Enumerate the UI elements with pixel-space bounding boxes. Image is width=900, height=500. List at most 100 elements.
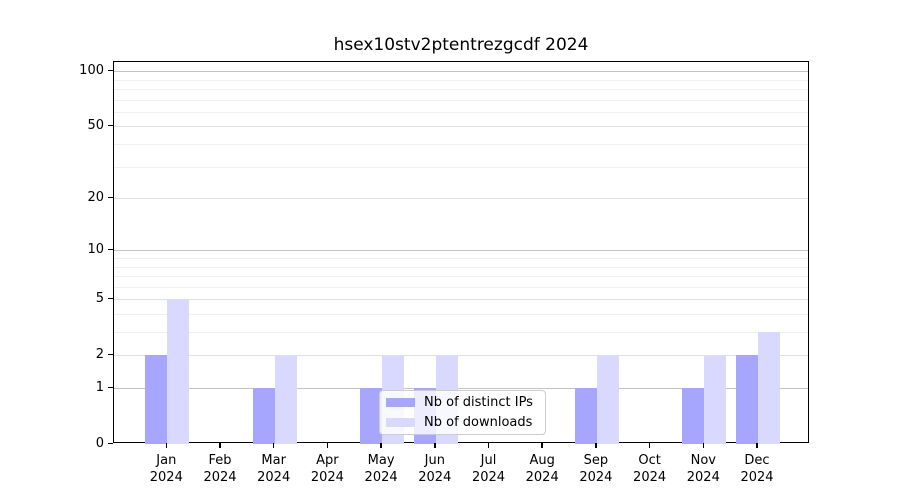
x-tick-label-aug: Aug 2024 xyxy=(512,452,572,486)
y-tick-mark xyxy=(108,442,113,444)
x-tick-year: 2024 xyxy=(149,470,183,485)
bar-distinct-ips-sep xyxy=(574,388,597,444)
sub-gridline xyxy=(114,299,808,301)
x-tick-mark xyxy=(541,443,543,448)
bar-distinct-ips-dec xyxy=(736,355,758,444)
x-tick-mark xyxy=(756,443,758,448)
minor-gridline xyxy=(114,111,808,113)
x-tick-month: Jun xyxy=(424,453,445,468)
y-tick-mark xyxy=(108,124,113,127)
y-tick-mark xyxy=(108,297,113,300)
y-tick-mark xyxy=(108,353,113,356)
bar-downloads-mar xyxy=(274,355,297,444)
y-tick-mark xyxy=(108,69,113,72)
minor-gridline xyxy=(114,313,808,315)
x-tick-month: Dec xyxy=(744,453,770,468)
x-tick-label-oct: Oct 2024 xyxy=(620,452,680,486)
bar-distinct-ips-nov xyxy=(682,388,705,444)
x-tick-mark xyxy=(434,443,436,448)
x-tick-label-dec: Dec 2024 xyxy=(727,452,787,486)
bar-distinct-ips-may xyxy=(360,388,383,444)
y-tick-label: 2 xyxy=(95,346,104,362)
bar-downloads-sep xyxy=(596,355,619,444)
x-tick-label-nov: Nov 2024 xyxy=(673,452,733,486)
x-tick-year: 2024 xyxy=(310,470,344,485)
x-tick-mark xyxy=(219,443,221,448)
x-tick-year: 2024 xyxy=(633,470,667,485)
legend: Nb of distinct IPs Nb of downloads xyxy=(379,390,546,435)
major-gridline xyxy=(114,388,808,389)
x-tick-year: 2024 xyxy=(686,470,720,485)
x-tick-mark xyxy=(165,443,168,448)
major-gridline xyxy=(114,71,808,73)
legend-label-distinct-ips: Nb of distinct IPs xyxy=(424,395,533,411)
x-tick-label-apr: Apr 2024 xyxy=(297,452,357,486)
legend-item-downloads: Nb of downloads xyxy=(386,415,539,431)
y-tick-label: 5 xyxy=(95,290,104,306)
legend-label-downloads: Nb of downloads xyxy=(424,414,533,430)
y-tick-label: 20 xyxy=(87,189,104,205)
x-tick-year: 2024 xyxy=(525,470,559,485)
sub-gridline xyxy=(114,355,808,357)
minor-gridline xyxy=(114,266,808,268)
x-tick-month: Mar xyxy=(261,453,286,468)
minor-gridline xyxy=(114,332,808,334)
x-tick-mark xyxy=(326,443,329,448)
x-tick-label-jun: Jun 2024 xyxy=(405,452,465,486)
x-tick-year: 2024 xyxy=(203,470,237,485)
x-tick-label-jan: Jan 2024 xyxy=(136,452,196,486)
x-tick-month: May xyxy=(367,453,395,468)
x-tick-month: Apr xyxy=(316,453,339,468)
bar-downloads-dec xyxy=(758,332,780,444)
bar-downloads-jan xyxy=(167,299,190,444)
chart-title: hsex10stv2ptentrezgcdf 2024 xyxy=(333,35,589,55)
x-tick-month: Nov xyxy=(690,453,716,468)
x-tick-month: Sep xyxy=(583,453,609,468)
y-tick-mark xyxy=(108,196,113,199)
minor-gridline xyxy=(114,144,808,146)
minor-gridline xyxy=(114,89,808,91)
x-tick-mark xyxy=(380,443,382,448)
major-gridline xyxy=(114,250,808,252)
bar-distinct-ips-mar xyxy=(252,388,275,444)
x-tick-mark xyxy=(487,443,490,448)
x-tick-month: Feb xyxy=(208,453,232,468)
y-tick-label: 0 xyxy=(95,435,104,451)
y-tick-label: 10 xyxy=(87,241,104,257)
minor-gridline xyxy=(114,276,808,278)
y-tick-label: 100 xyxy=(79,62,104,78)
x-tick-year: 2024 xyxy=(418,470,452,485)
x-tick-year: 2024 xyxy=(364,470,398,485)
bar-downloads-nov xyxy=(704,355,727,444)
y-tick-mark xyxy=(108,386,113,388)
distinct-ips-swatch-icon xyxy=(386,398,415,408)
x-tick-year: 2024 xyxy=(579,470,613,485)
x-tick-label-jul: Jul 2024 xyxy=(459,452,519,486)
x-tick-month: Aug xyxy=(529,453,555,468)
minor-gridline xyxy=(114,258,808,259)
y-tick-label: 1 xyxy=(95,379,104,395)
minor-gridline xyxy=(114,79,808,81)
x-tick-label-may: May 2024 xyxy=(351,452,411,486)
plot-area xyxy=(113,61,809,444)
x-tick-mark xyxy=(648,443,651,448)
bar-distinct-ips-jan xyxy=(145,355,168,444)
x-tick-mark xyxy=(595,443,597,448)
y-tick-label: 50 xyxy=(87,117,104,133)
sub-gridline xyxy=(114,126,808,128)
minor-gridline xyxy=(114,99,808,101)
x-tick-mark xyxy=(272,443,275,448)
x-tick-month: Jan xyxy=(156,453,177,468)
x-tick-label-mar: Mar 2024 xyxy=(244,452,304,486)
x-tick-year: 2024 xyxy=(257,470,291,485)
x-tick-month: Jul xyxy=(480,453,497,468)
downloads-swatch-icon xyxy=(386,417,415,427)
x-tick-label-feb: Feb 2024 xyxy=(190,452,250,486)
minor-gridline xyxy=(114,286,808,288)
x-tick-mark xyxy=(702,443,705,448)
x-tick-label-sep: Sep 2024 xyxy=(566,452,626,486)
x-tick-year: 2024 xyxy=(740,470,774,485)
x-tick-year: 2024 xyxy=(471,470,506,485)
legend-item-distinct-ips: Nb of distinct IPs xyxy=(386,395,539,411)
